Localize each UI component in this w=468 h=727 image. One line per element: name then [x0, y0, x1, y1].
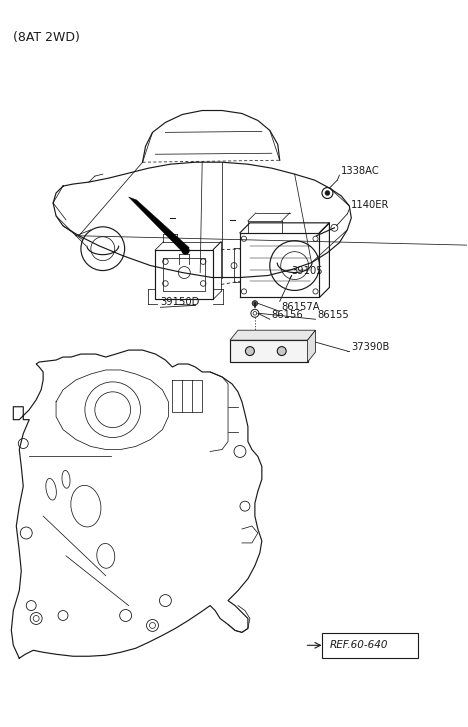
Text: 1140ER: 1140ER: [351, 200, 390, 210]
Circle shape: [252, 300, 258, 306]
Text: 37390B: 37390B: [351, 342, 390, 352]
FancyBboxPatch shape: [322, 633, 418, 658]
Polygon shape: [230, 330, 315, 340]
Polygon shape: [129, 197, 189, 251]
Text: 1338AC: 1338AC: [341, 166, 380, 176]
Polygon shape: [307, 330, 315, 362]
Text: REF.60-640: REF.60-640: [329, 640, 388, 650]
Circle shape: [277, 347, 286, 356]
Circle shape: [325, 190, 330, 196]
Text: 86156: 86156: [272, 310, 304, 321]
Text: 39105: 39105: [292, 265, 323, 276]
Text: (8AT 2WD): (8AT 2WD): [13, 31, 80, 44]
Polygon shape: [230, 340, 307, 362]
Text: 86157A: 86157A: [282, 302, 320, 313]
Text: 39150D: 39150D: [161, 297, 200, 308]
Text: 86155: 86155: [317, 310, 349, 321]
Circle shape: [245, 347, 255, 356]
